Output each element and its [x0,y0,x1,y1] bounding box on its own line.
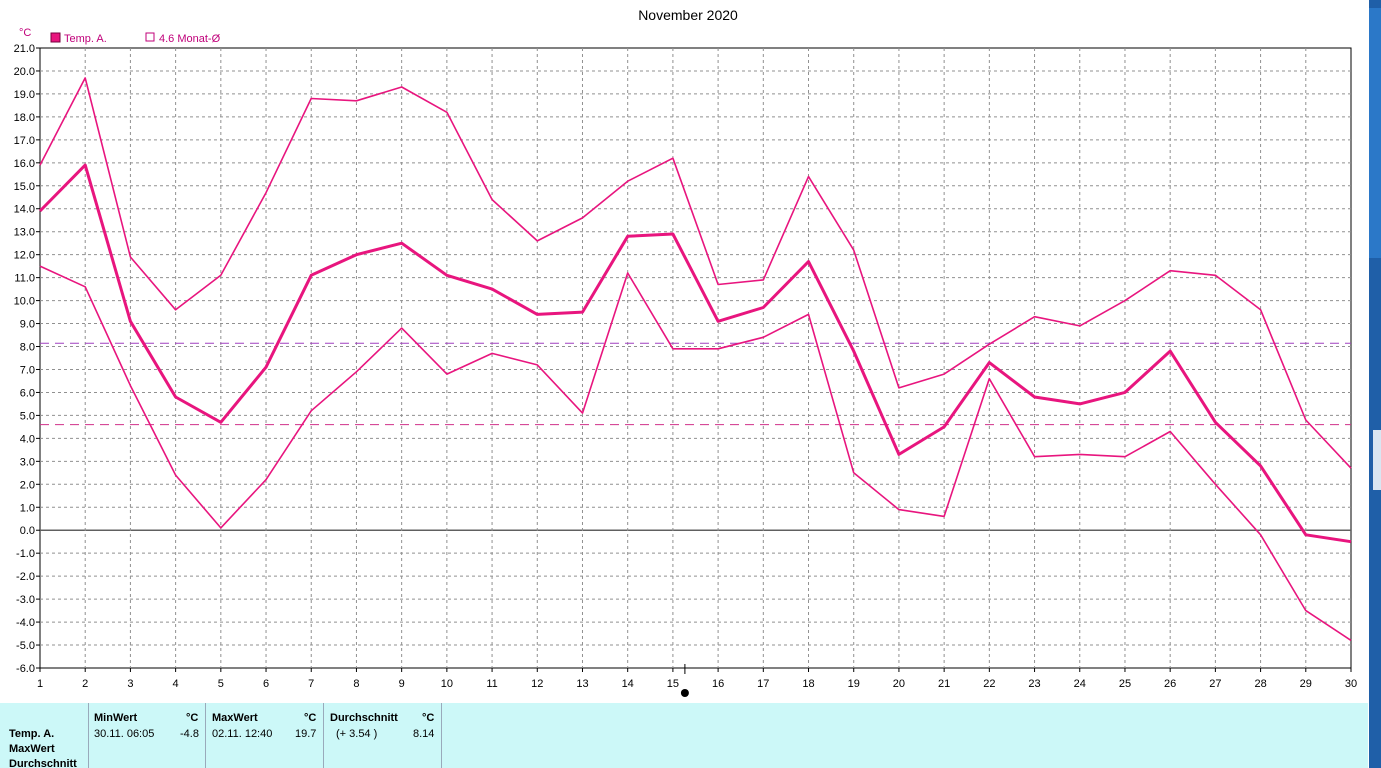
y-tick-label: 21.0 [14,43,35,55]
reference-lines [40,342,1351,426]
y-axis-unit: °C [19,27,31,39]
y-tick-label: -1.0 [16,548,35,560]
x-tick-label: 7 [308,678,314,690]
min-value: -4.8 [180,728,199,740]
divider [441,703,442,768]
x-tick-label: 3 [127,678,133,690]
chart-title: November 2020 [638,7,738,23]
x-tick-label: 19 [848,678,860,690]
max-value: 19.7 [295,728,317,740]
series-line-min [39,265,1352,642]
x-tick-label: 2 [82,678,88,690]
y-tick-label: 9.0 [20,319,35,331]
row-label-temp: Temp. A. [9,728,55,740]
gridlines [36,47,1352,672]
legend-label-temp: Temp. A. [64,33,107,45]
x-tick-label: 18 [802,678,814,690]
legend: Temp. A. 4.6 Monat-Ø [50,32,221,45]
min-when: 30.11. 06:05 [94,728,155,740]
y-tick-label: 13.0 [14,227,35,239]
series-line-max [39,77,1352,469]
x-tick-label: 11 [486,678,497,690]
y-tick-label: 20.0 [14,66,35,78]
x-tick-label: 15 [667,678,679,690]
legend-swatch-open [145,32,155,42]
row-label-durchschnitt: Durchschnitt [9,758,77,768]
statistics-panel: Temp. A. MaxWert Durchschnitt MinWert °C… [0,703,1368,768]
min-unit: °C [186,712,199,724]
y-tick-labels: 21.0 20.0 19.0 18.0 17.0 16.0 15.0 14.0 13.0 12.0… [14,43,35,675]
y-tick-label: 10.0 [14,296,35,308]
avg-unit: °C [422,712,435,724]
y-tick-label: 18.0 [14,112,35,124]
legend-label-monthly-avg: 4.6 Monat-Ø [159,33,221,45]
x-tick-label: 5 [218,678,224,690]
avg-value: 8.14 [413,728,435,740]
x-tick-label: 8 [353,678,359,690]
x-tick-label: 4 [173,678,179,690]
x-tick-label: 13 [576,678,588,690]
avg-header: Durchschnitt [330,712,398,724]
x-tick-label: 10 [441,678,453,690]
y-tick-label: 15.0 [14,181,35,193]
x-tick-label: 9 [399,678,405,690]
divider [205,703,206,768]
y-tick-label: 3.0 [20,456,35,468]
y-tick-label: 11.0 [14,273,35,285]
x-tick-label: 14 [622,678,634,690]
avg-diff: (+ 3.54 ) [336,728,378,740]
row-label-maxwert: MaxWert [9,743,55,755]
desktop-highlight [1369,8,1381,258]
x-tick-label: 21 [938,678,950,690]
y-tick-label: 6.0 [20,387,35,399]
desktop-background-strip [1369,0,1381,768]
series-line-mean [38,163,1352,544]
x-tick-label: 25 [1119,678,1131,690]
y-tick-label: 0.0 [20,525,35,537]
y-tick-label: 16.0 [14,158,35,170]
y-tick-label: -3.0 [16,594,35,606]
y-tick-label: 2.0 [20,479,35,491]
y-tick-label: 19.0 [14,89,35,101]
y-tick-label: 14.0 [14,204,35,216]
y-tick-label: 5.0 [20,410,35,422]
x-tick-labels: 1 2 3 4 5 6 7 8 9 10 11 12 13 14 15 16 17 18 19 20 21 22 23 24 2… [37,678,1357,690]
divider [88,703,89,768]
y-tick-label: 8.0 [20,342,35,354]
cursor-dot [680,689,689,697]
plot-area [39,47,1352,669]
x-tick-label: 20 [893,678,905,690]
y-tick-label: 7.0 [20,364,35,376]
x-tick-label: 17 [757,678,769,690]
temperature-chart: November 2020 °C Temp. A. 4.6 Monat-Ø 21… [14,7,1371,697]
x-tick-label: 26 [1164,678,1176,690]
x-tick-label: 24 [1074,678,1086,690]
x-tick-label: 22 [983,678,995,690]
x-tick-label: 16 [712,678,724,690]
legend-swatch-filled [50,32,61,43]
series-lines [38,77,1352,642]
y-tick-label: 1.0 [20,502,35,514]
x-tick-label: 12 [531,678,543,690]
x-tick-label: 1 [37,678,43,690]
max-unit: °C [304,712,317,724]
desktop-highlight [1373,430,1381,490]
y-tick-label: -2.0 [16,571,35,583]
x-tick-label: 23 [1028,678,1040,690]
divider [323,703,324,768]
y-tick-label: -4.0 [16,617,35,629]
y-tick-label: -5.0 [16,640,35,652]
x-tick-label: 30 [1345,678,1357,690]
y-tick-label: -6.0 [16,663,35,675]
x-tick-label: 29 [1300,678,1312,690]
x-tick-label: 28 [1254,678,1266,690]
min-header: MinWert [94,712,138,724]
x-tick-label: 27 [1209,678,1221,690]
max-header: MaxWert [212,712,258,724]
y-tick-label: 17.0 [14,135,35,147]
y-tick-label: 4.0 [20,433,35,445]
x-tick-label: 6 [263,678,269,690]
max-when: 02.11. 12:40 [212,728,273,740]
y-tick-label: 12.0 [14,250,35,262]
